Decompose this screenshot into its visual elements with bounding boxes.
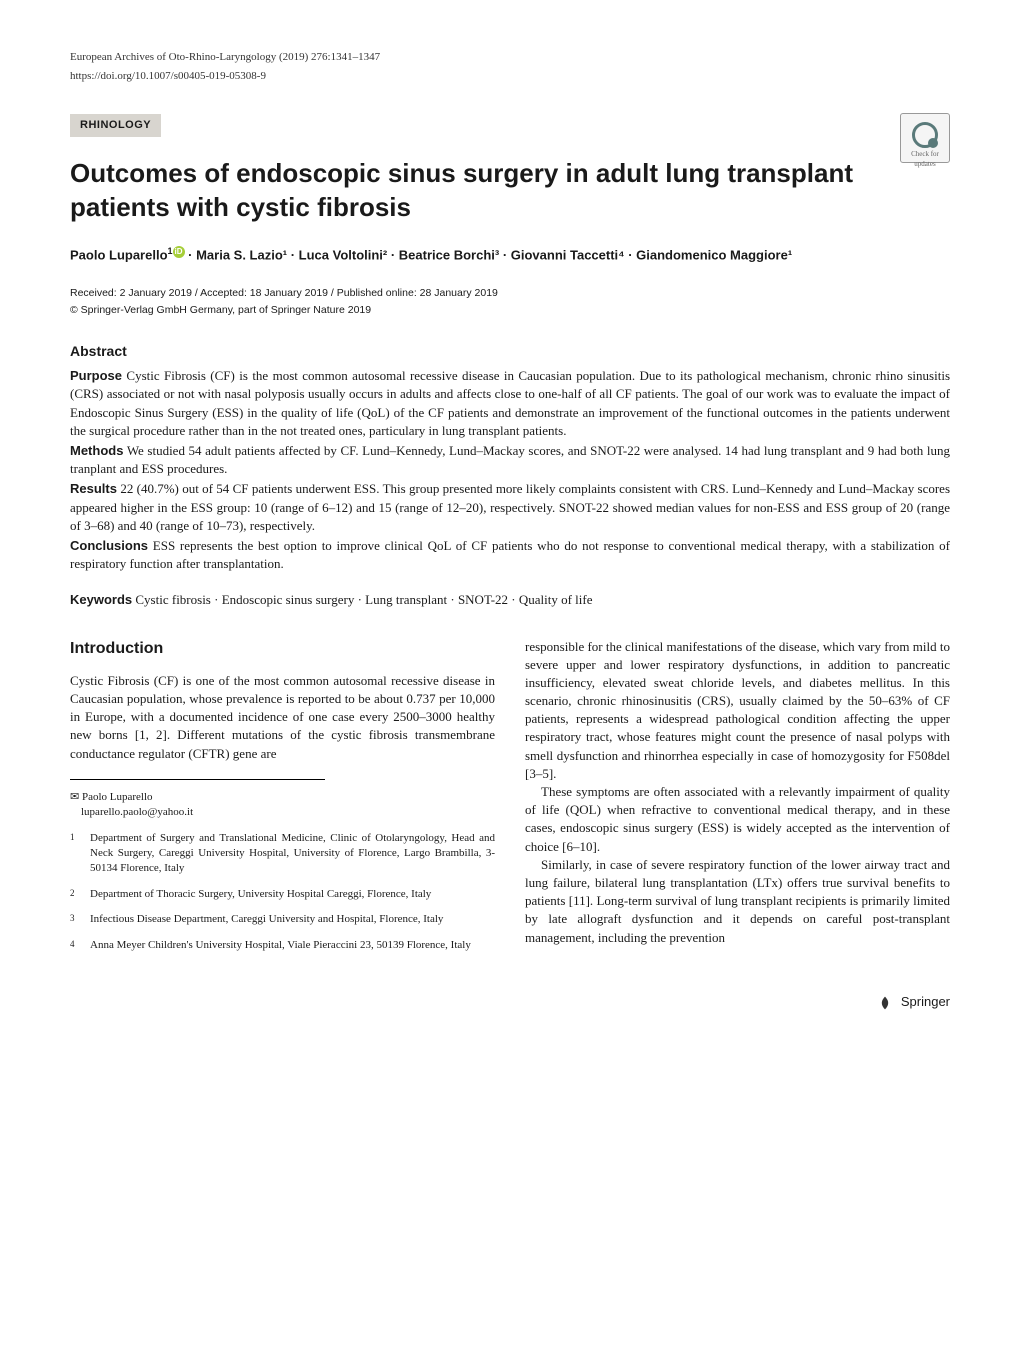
intro-p1-right: responsible for the clinical manifestati… xyxy=(525,638,950,784)
introduction-heading: Introduction xyxy=(70,638,495,660)
corresponding-author: ✉ Paolo Luparello luparello.paolo@yahoo.… xyxy=(70,790,495,821)
abstract-purpose: Purpose Cystic Fibrosis (CF) is the most… xyxy=(70,367,950,440)
affil-text-1: Department of Surgery and Translational … xyxy=(90,831,495,877)
keywords-line: Keywords Cystic fibrosis · Endoscopic si… xyxy=(70,591,950,609)
conclusions-label: Conclusions xyxy=(70,538,148,553)
purpose-label: Purpose xyxy=(70,368,122,383)
methods-label: Methods xyxy=(70,443,123,458)
affil-text-4: Anna Meyer Children's University Hospita… xyxy=(90,938,471,953)
intro-p3-right: Similarly, in case of severe respiratory… xyxy=(525,856,950,947)
orcid-icon[interactable]: iD xyxy=(173,246,185,258)
purpose-text: Cystic Fibrosis (CF) is the most common … xyxy=(70,368,950,438)
springer-logo-icon xyxy=(877,995,893,1011)
publisher-name: Springer xyxy=(901,994,950,1009)
affil-num-2: 2 xyxy=(70,887,82,902)
right-column: responsible for the clinical manifestati… xyxy=(525,638,950,963)
check-updates-label: Check for updates xyxy=(911,150,939,168)
check-updates-badge[interactable]: Check for updates xyxy=(900,113,950,163)
affil-text-2: Department of Thoracic Surgery, Universi… xyxy=(90,887,431,902)
section-label: RHINOLOGY xyxy=(70,114,161,137)
article-title: Outcomes of endoscopic sinus surgery in … xyxy=(70,157,950,225)
authors-line: Paolo Luparello1iD · Maria S. Lazio¹ · L… xyxy=(70,245,950,265)
author-1-sup: 1 xyxy=(168,246,173,256)
intro-p2-right: These symptoms are often associated with… xyxy=(525,783,950,856)
corresp-name: Paolo Luparello xyxy=(82,791,153,803)
conclusions-text: ESS represents the best option to improv… xyxy=(70,538,950,571)
left-column: Introduction Cystic Fibrosis (CF) is one… xyxy=(70,638,495,963)
footnote-divider xyxy=(70,779,325,780)
corresp-email[interactable]: luparello.paolo@yahoo.it xyxy=(81,806,193,818)
intro-p1-left: Cystic Fibrosis (CF) is one of the most … xyxy=(70,672,495,763)
results-label: Results xyxy=(70,481,117,496)
authors-rest: · Maria S. Lazio¹ · Luca Voltolini² · Be… xyxy=(185,247,793,262)
keywords-text: Cystic fibrosis · Endoscopic sinus surge… xyxy=(135,592,592,607)
abstract-conclusions: Conclusions ESS represents the best opti… xyxy=(70,537,950,573)
methods-text: We studied 54 adult patients affected by… xyxy=(70,443,950,476)
envelope-icon: ✉ xyxy=(70,791,79,803)
copyright-line: © Springer-Verlag GmbH Germany, part of … xyxy=(70,303,950,318)
author-1: Paolo Luparello xyxy=(70,247,168,262)
article-dates: Received: 2 January 2019 / Accepted: 18 … xyxy=(70,286,950,301)
affil-num-3: 3 xyxy=(70,912,82,927)
affil-num-4: 4 xyxy=(70,938,82,953)
abstract-methods: Methods We studied 54 adult patients aff… xyxy=(70,442,950,478)
affiliation-4: 4 Anna Meyer Children's University Hospi… xyxy=(70,938,495,953)
abstract-heading: Abstract xyxy=(70,342,950,362)
keywords-label: Keywords xyxy=(70,592,132,607)
affil-num-1: 1 xyxy=(70,831,82,877)
check-updates-icon xyxy=(912,122,938,148)
affiliation-3: 3 Infectious Disease Department, Careggi… xyxy=(70,912,495,927)
journal-line: European Archives of Oto-Rhino-Laryngolo… xyxy=(70,50,950,65)
affiliation-2: 2 Department of Thoracic Surgery, Univer… xyxy=(70,887,495,902)
affiliation-1: 1 Department of Surgery and Translationa… xyxy=(70,831,495,877)
publisher-footer: Springer xyxy=(70,993,950,1011)
abstract-results: Results 22 (40.7%) out of 54 CF patients… xyxy=(70,480,950,535)
affil-text-3: Infectious Disease Department, Careggi U… xyxy=(90,912,443,927)
results-text: 22 (40.7%) out of 54 CF patients underwe… xyxy=(70,481,950,532)
doi-link[interactable]: https://doi.org/10.1007/s00405-019-05308… xyxy=(70,69,950,84)
